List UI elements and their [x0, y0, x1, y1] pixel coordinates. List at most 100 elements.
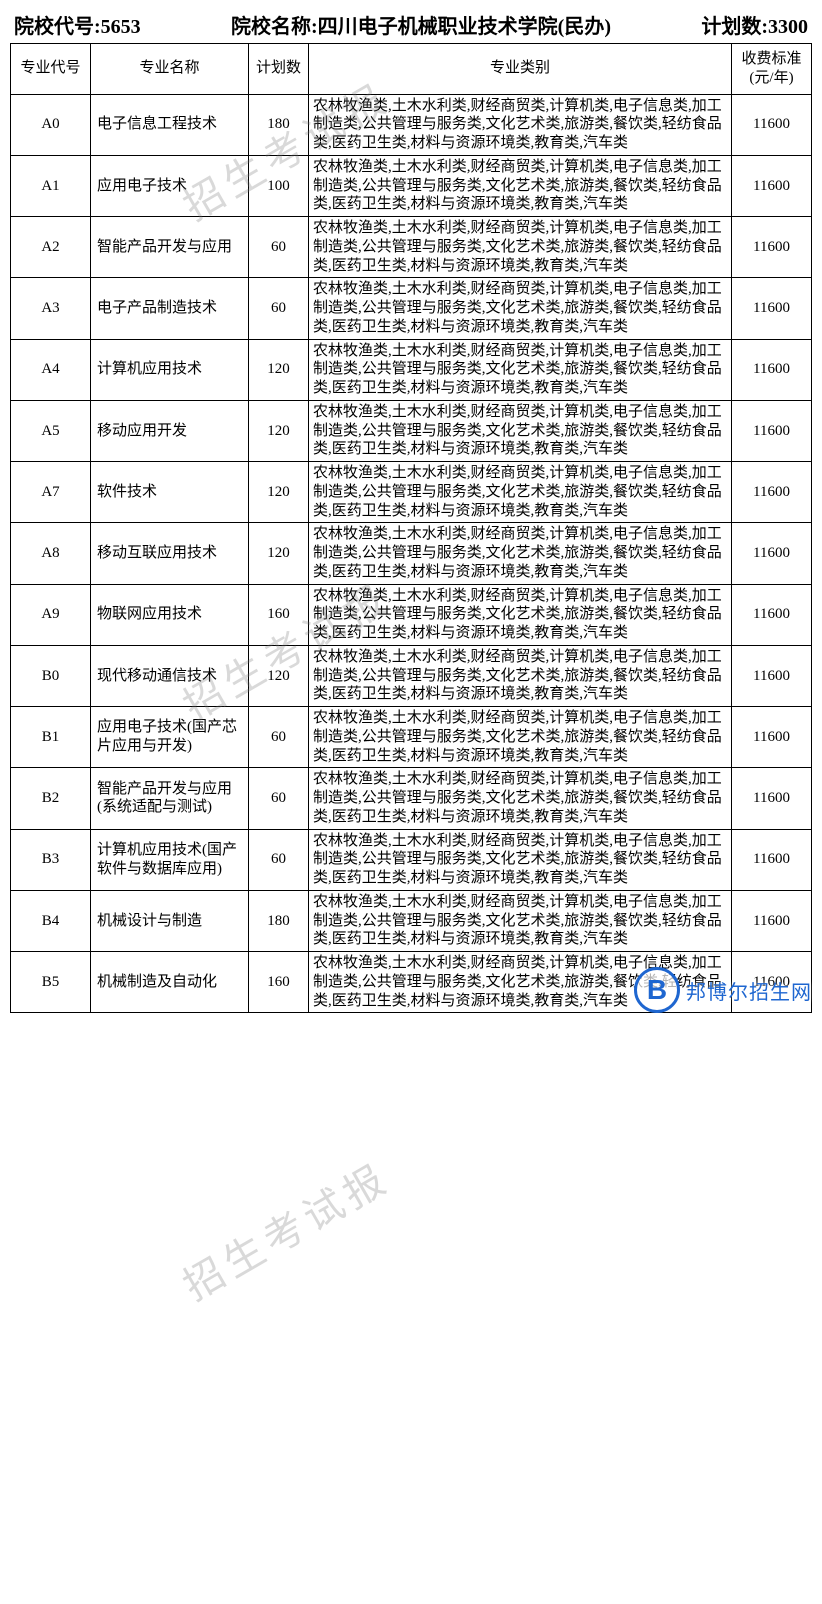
- cell-major-name: 物联网应用技术: [91, 584, 249, 645]
- cell-plan-count: 160: [249, 584, 309, 645]
- cell-category: 农林牧渔类,土木水利类,财经商贸类,计算机类,电子信息类,加工制造类,公共管理与…: [309, 584, 732, 645]
- cell-major-name: 智能产品开发与应用(系统适配与测试): [91, 768, 249, 829]
- cell-fee: 11600: [732, 155, 812, 216]
- table-header-row: 专业代号 专业名称 计划数 专业类别 收费标准(元/年): [11, 44, 812, 95]
- cell-plan-count: 120: [249, 400, 309, 461]
- table-row: A4计算机应用技术120农林牧渔类,土木水利类,财经商贸类,计算机类,电子信息类…: [11, 339, 812, 400]
- cell-major-name: 计算机应用技术(国产软件与数据库应用): [91, 829, 249, 890]
- cell-major-code: A0: [11, 94, 91, 155]
- page-header: 院校代号:5653 院校名称:四川电子机械职业技术学院(民办) 计划数:3300: [10, 10, 812, 39]
- cell-fee: 11600: [732, 400, 812, 461]
- cell-category: 农林牧渔类,土木水利类,财经商贸类,计算机类,电子信息类,加工制造类,公共管理与…: [309, 890, 732, 951]
- col-header-fee: 收费标准(元/年): [732, 44, 812, 95]
- cell-fee: 11600: [732, 94, 812, 155]
- cell-fee: 11600: [732, 890, 812, 951]
- cell-major-name: 应用电子技术(国产芯片应用与开发): [91, 707, 249, 768]
- cell-category: 农林牧渔类,土木水利类,财经商贸类,计算机类,电子信息类,加工制造类,公共管理与…: [309, 400, 732, 461]
- cell-category: 农林牧渔类,土木水利类,财经商贸类,计算机类,电子信息类,加工制造类,公共管理与…: [309, 523, 732, 584]
- cell-fee: 11600: [732, 768, 812, 829]
- cell-major-name: 移动应用开发: [91, 400, 249, 461]
- cell-fee: 11600: [732, 278, 812, 339]
- cell-major-code: B1: [11, 707, 91, 768]
- cell-fee: 11600: [732, 707, 812, 768]
- school-code-label: 院校代号:: [14, 16, 101, 38]
- cell-major-code: A3: [11, 278, 91, 339]
- cell-plan-count: 60: [249, 278, 309, 339]
- cell-fee: 11600: [732, 829, 812, 890]
- school-code-value: 5653: [101, 16, 141, 38]
- school-name-value: 四川电子机械职业技术学院(民办): [318, 16, 611, 38]
- cell-category: 农林牧渔类,土木水利类,财经商贸类,计算机类,电子信息类,加工制造类,公共管理与…: [309, 339, 732, 400]
- table-row: B3计算机应用技术(国产软件与数据库应用)60农林牧渔类,土木水利类,财经商贸类…: [11, 829, 812, 890]
- cell-plan-count: 180: [249, 890, 309, 951]
- cell-category: 农林牧渔类,土木水利类,财经商贸类,计算机类,电子信息类,加工制造类,公共管理与…: [309, 707, 732, 768]
- cell-plan-count: 120: [249, 645, 309, 706]
- cell-fee: 11600: [732, 584, 812, 645]
- cell-plan-count: 120: [249, 462, 309, 523]
- table-row: A0电子信息工程技术180农林牧渔类,土木水利类,财经商贸类,计算机类,电子信息…: [11, 94, 812, 155]
- cell-major-code: A4: [11, 339, 91, 400]
- cell-major-name: 软件技术: [91, 462, 249, 523]
- col-header-code: 专业代号: [11, 44, 91, 95]
- cell-category: 农林牧渔类,土木水利类,财经商贸类,计算机类,电子信息类,加工制造类,公共管理与…: [309, 952, 732, 1013]
- cell-major-code: A5: [11, 400, 91, 461]
- cell-major-code: B3: [11, 829, 91, 890]
- table-row: A5移动应用开发120农林牧渔类,土木水利类,财经商贸类,计算机类,电子信息类,…: [11, 400, 812, 461]
- table-row: A2智能产品开发与应用60农林牧渔类,土木水利类,财经商贸类,计算机类,电子信息…: [11, 217, 812, 278]
- table-row: A8移动互联应用技术120农林牧渔类,土木水利类,财经商贸类,计算机类,电子信息…: [11, 523, 812, 584]
- cell-category: 农林牧渔类,土木水利类,财经商贸类,计算机类,电子信息类,加工制造类,公共管理与…: [309, 462, 732, 523]
- majors-table: 专业代号 专业名称 计划数 专业类别 收费标准(元/年) A0电子信息工程技术1…: [10, 43, 812, 1013]
- cell-plan-count: 60: [249, 768, 309, 829]
- col-header-plan: 计划数: [249, 44, 309, 95]
- cell-major-name: 电子产品制造技术: [91, 278, 249, 339]
- cell-major-name: 应用电子技术: [91, 155, 249, 216]
- cell-fee: 11600: [732, 462, 812, 523]
- cell-fee: 11600: [732, 339, 812, 400]
- col-header-category: 专业类别: [309, 44, 732, 95]
- cell-major-code: A2: [11, 217, 91, 278]
- cell-major-code: B5: [11, 952, 91, 1013]
- school-code: 院校代号:5653: [14, 10, 141, 39]
- cell-fee: 11600: [732, 523, 812, 584]
- table-row: B2智能产品开发与应用(系统适配与测试)60农林牧渔类,土木水利类,财经商贸类,…: [11, 768, 812, 829]
- cell-fee: 11600: [732, 645, 812, 706]
- cell-plan-count: 60: [249, 217, 309, 278]
- cell-major-name: 智能产品开发与应用: [91, 217, 249, 278]
- cell-major-code: B0: [11, 645, 91, 706]
- cell-major-name: 机械制造及自动化: [91, 952, 249, 1013]
- school-name: 院校名称:四川电子机械职业技术学院(民办): [231, 10, 611, 39]
- watermark-text: 招生考试报: [171, 1146, 399, 1311]
- cell-plan-count: 160: [249, 952, 309, 1013]
- cell-plan-count: 60: [249, 707, 309, 768]
- cell-plan-count: 100: [249, 155, 309, 216]
- col-header-name: 专业名称: [91, 44, 249, 95]
- cell-fee: 11600: [732, 217, 812, 278]
- cell-major-name: 移动互联应用技术: [91, 523, 249, 584]
- table-row: A7软件技术120农林牧渔类,土木水利类,财经商贸类,计算机类,电子信息类,加工…: [11, 462, 812, 523]
- cell-major-code: B2: [11, 768, 91, 829]
- cell-category: 农林牧渔类,土木水利类,财经商贸类,计算机类,电子信息类,加工制造类,公共管理与…: [309, 94, 732, 155]
- table-row: B1应用电子技术(国产芯片应用与开发)60农林牧渔类,土木水利类,财经商贸类,计…: [11, 707, 812, 768]
- cell-category: 农林牧渔类,土木水利类,财经商贸类,计算机类,电子信息类,加工制造类,公共管理与…: [309, 155, 732, 216]
- cell-plan-count: 60: [249, 829, 309, 890]
- cell-category: 农林牧渔类,土木水利类,财经商贸类,计算机类,电子信息类,加工制造类,公共管理与…: [309, 829, 732, 890]
- cell-major-code: A9: [11, 584, 91, 645]
- school-name-label: 院校名称:: [231, 16, 318, 38]
- table-row: A9物联网应用技术160农林牧渔类,土木水利类,财经商贸类,计算机类,电子信息类…: [11, 584, 812, 645]
- table-row: A3电子产品制造技术60农林牧渔类,土木水利类,财经商贸类,计算机类,电子信息类…: [11, 278, 812, 339]
- cell-fee: 11600: [732, 952, 812, 1013]
- plan-total-label: 计划数:: [701, 16, 768, 38]
- cell-major-code: A8: [11, 523, 91, 584]
- cell-plan-count: 120: [249, 339, 309, 400]
- cell-category: 农林牧渔类,土木水利类,财经商贸类,计算机类,电子信息类,加工制造类,公共管理与…: [309, 768, 732, 829]
- table-row: A1应用电子技术100农林牧渔类,土木水利类,财经商贸类,计算机类,电子信息类,…: [11, 155, 812, 216]
- cell-category: 农林牧渔类,土木水利类,财经商贸类,计算机类,电子信息类,加工制造类,公共管理与…: [309, 278, 732, 339]
- table-row: B4机械设计与制造180农林牧渔类,土木水利类,财经商贸类,计算机类,电子信息类…: [11, 890, 812, 951]
- cell-major-code: A7: [11, 462, 91, 523]
- cell-major-code: A1: [11, 155, 91, 216]
- table-row: B5机械制造及自动化160农林牧渔类,土木水利类,财经商贸类,计算机类,电子信息…: [11, 952, 812, 1013]
- table-row: B0现代移动通信技术120农林牧渔类,土木水利类,财经商贸类,计算机类,电子信息…: [11, 645, 812, 706]
- plan-total-value: 3300: [768, 16, 808, 38]
- cell-plan-count: 120: [249, 523, 309, 584]
- cell-plan-count: 180: [249, 94, 309, 155]
